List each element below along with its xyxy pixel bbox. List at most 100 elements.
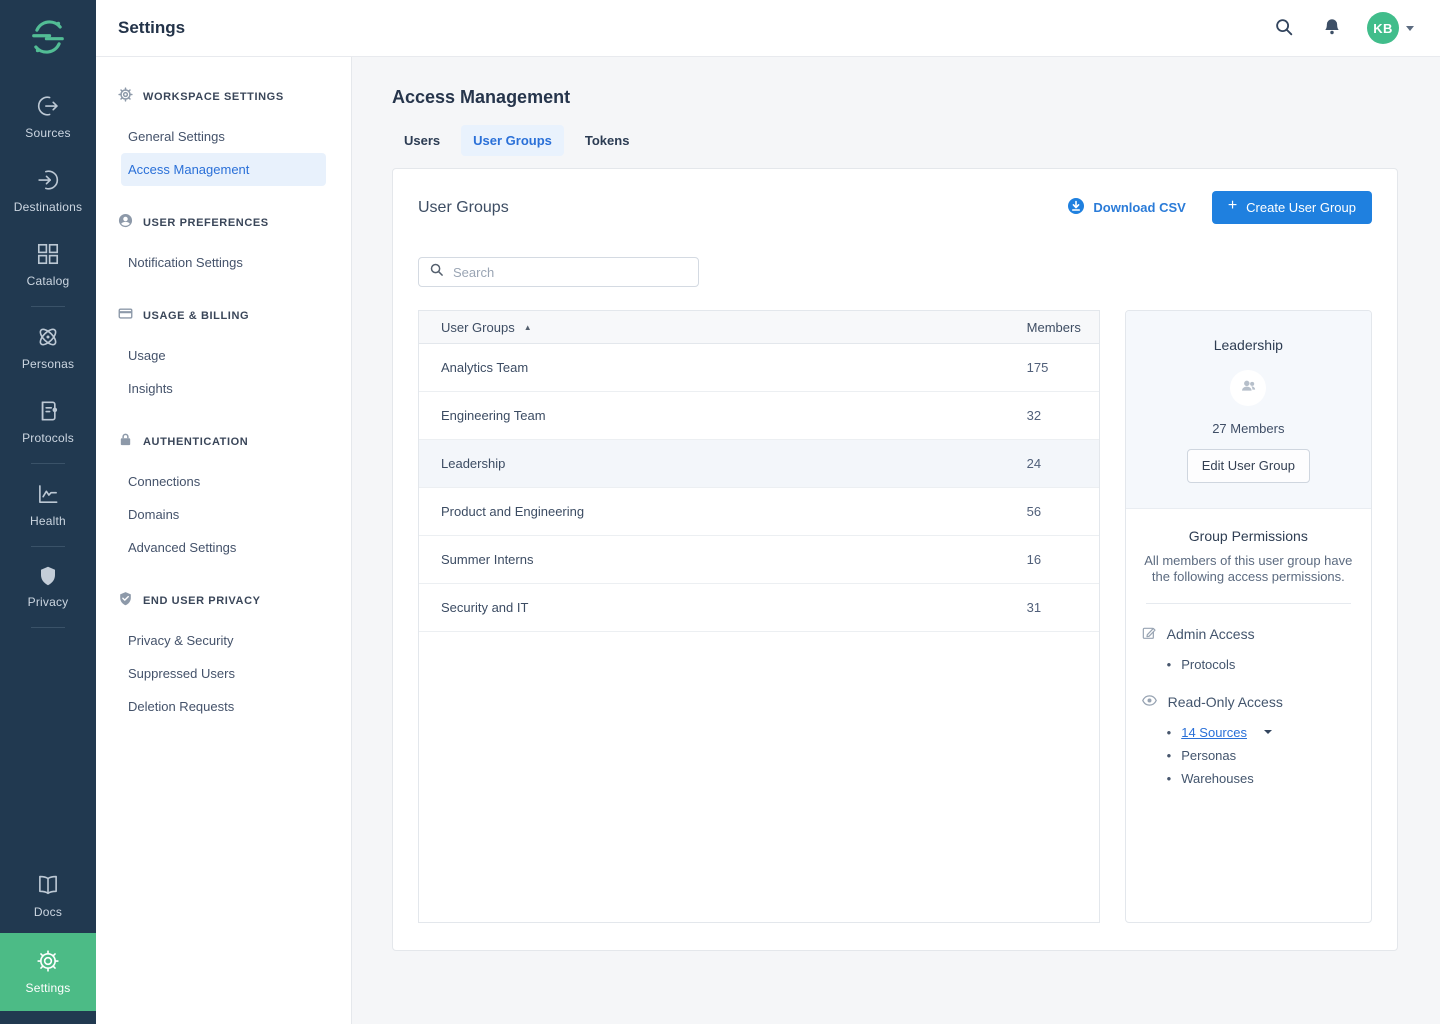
nav-item-sources[interactable]: Sources bbox=[0, 80, 96, 154]
sidebar-item-advanced-settings[interactable]: Advanced Settings bbox=[121, 531, 326, 564]
download-icon bbox=[1067, 197, 1085, 218]
permissions-title: Group Permissions bbox=[1141, 528, 1356, 544]
section-header: USAGE & BILLING bbox=[96, 306, 351, 326]
sidebar-item-privacy-security[interactable]: Privacy & Security bbox=[121, 624, 326, 657]
group-name-cell: Product and Engineering bbox=[419, 504, 1027, 519]
top-bar: Settings bbox=[96, 0, 1440, 57]
nav-item-protocols[interactable]: Protocols bbox=[0, 385, 96, 459]
content-row: WORKSPACE SETTINGS General Settings Acce… bbox=[96, 57, 1440, 1024]
bell-icon bbox=[1321, 16, 1343, 41]
app-window: Sources Destinations Catalog bbox=[0, 0, 1440, 1024]
search-input[interactable] bbox=[453, 265, 688, 280]
download-csv-button[interactable]: Download CSV bbox=[1067, 197, 1185, 218]
section-title: AUTHENTICATION bbox=[143, 436, 248, 448]
sidebar-item-domains[interactable]: Domains bbox=[121, 498, 326, 531]
tab-user-groups[interactable]: User Groups bbox=[461, 125, 564, 156]
sidebar-item-connections[interactable]: Connections bbox=[121, 465, 326, 498]
permission-item: •Warehouses bbox=[1167, 767, 1356, 790]
settings-gear-icon bbox=[35, 948, 61, 974]
sidebar-section-user-preferences: USER PREFERENCES Notification Settings bbox=[96, 213, 351, 279]
nav-item-personas[interactable]: Personas bbox=[0, 311, 96, 385]
sidebar-item-deletion-requests[interactable]: Deletion Requests bbox=[121, 690, 326, 723]
nav-spacer bbox=[0, 632, 96, 859]
nav-item-label: Settings bbox=[26, 981, 71, 995]
group-permissions: Group Permissions All members of this us… bbox=[1126, 509, 1371, 825]
group-name-cell: Summer Interns bbox=[419, 552, 1027, 567]
search-icon bbox=[1273, 16, 1295, 41]
table-row[interactable]: Summer Interns 16 bbox=[419, 536, 1099, 584]
group-name-cell: Engineering Team bbox=[419, 408, 1027, 423]
sort-ascending-icon: ▲ bbox=[524, 323, 532, 332]
sources-count-link[interactable]: 14 Sources bbox=[1181, 725, 1247, 740]
eye-icon bbox=[1141, 692, 1158, 712]
lock-icon bbox=[118, 432, 133, 452]
nav-item-docs[interactable]: Docs bbox=[0, 859, 96, 933]
main-content: Access Management Users User Groups Toke… bbox=[352, 57, 1440, 1024]
edit-user-group-button[interactable]: Edit User Group bbox=[1187, 449, 1310, 483]
tab-users[interactable]: Users bbox=[392, 125, 452, 156]
column-header-user-groups[interactable]: User Groups ▲ bbox=[419, 320, 1027, 335]
sidebar-section-workspace-settings: WORKSPACE SETTINGS General Settings Acce… bbox=[96, 87, 351, 186]
members-cell: 175 bbox=[1027, 360, 1099, 375]
search-box bbox=[418, 257, 699, 287]
table-row[interactable]: Security and IT 31 bbox=[419, 584, 1099, 632]
members-cell: 31 bbox=[1027, 600, 1099, 615]
permission-item: •Personas bbox=[1167, 744, 1356, 767]
nav-item-settings[interactable]: Settings bbox=[0, 933, 96, 1011]
notifications-button[interactable] bbox=[1319, 14, 1345, 43]
nav-divider bbox=[31, 306, 65, 307]
table-row[interactable]: Engineering Team 32 bbox=[419, 392, 1099, 440]
nav-item-label: Privacy bbox=[28, 595, 69, 609]
catalog-icon bbox=[35, 241, 61, 267]
readonly-access-group: Read-Only Access • 14 Sources •Pe bbox=[1141, 692, 1356, 790]
segment-logo[interactable] bbox=[0, 0, 96, 80]
sidebar-item-usage[interactable]: Usage bbox=[121, 339, 326, 372]
nav-item-label: Personas bbox=[22, 357, 74, 371]
gear-icon bbox=[118, 87, 133, 107]
permission-label: Personas bbox=[1181, 748, 1236, 763]
nav-item-catalog[interactable]: Catalog bbox=[0, 228, 96, 302]
group-avatar bbox=[1230, 370, 1266, 406]
member-count: 27 Members bbox=[1142, 421, 1355, 436]
divider bbox=[1146, 603, 1351, 604]
sidebar-item-access-management[interactable]: Access Management bbox=[121, 153, 326, 186]
avatar[interactable]: KB bbox=[1367, 12, 1399, 44]
group-detail-panel: Leadership bbox=[1125, 310, 1372, 923]
tab-tokens[interactable]: Tokens bbox=[573, 125, 642, 156]
bullet: • bbox=[1167, 771, 1172, 786]
nav-item-label: Sources bbox=[25, 126, 70, 140]
column-header-members[interactable]: Members bbox=[1027, 320, 1099, 335]
search-button[interactable] bbox=[1271, 14, 1297, 43]
sidebar-item-general-settings[interactable]: General Settings bbox=[121, 120, 326, 153]
table-row-selected[interactable]: Leadership 24 bbox=[419, 440, 1099, 488]
permission-item: •Protocols bbox=[1167, 653, 1356, 676]
chevron-down-icon bbox=[1406, 26, 1414, 31]
table-row[interactable]: Product and Engineering 56 bbox=[419, 488, 1099, 536]
sidebar-section-authentication: AUTHENTICATION Connections Domains Advan… bbox=[96, 432, 351, 564]
create-user-group-button[interactable]: + Create User Group bbox=[1212, 191, 1372, 224]
nav-item-privacy[interactable]: Privacy bbox=[0, 551, 96, 623]
sidebar-section-usage-billing: USAGE & BILLING Usage Insights bbox=[96, 306, 351, 405]
chevron-down-icon[interactable] bbox=[1264, 730, 1272, 734]
group-summary: Leadership bbox=[1126, 311, 1371, 509]
admin-access-group: Admin Access •Protocols bbox=[1141, 625, 1356, 676]
section-title: USER PREFERENCES bbox=[143, 217, 269, 229]
card-body: User Groups ▲ Members Analytics Team 175 bbox=[418, 310, 1372, 921]
personas-icon bbox=[35, 324, 61, 350]
sidebar-item-suppressed-users[interactable]: Suppressed Users bbox=[121, 657, 326, 690]
nav-item-label: Protocols bbox=[22, 431, 74, 445]
group-name-cell: Leadership bbox=[419, 456, 1027, 471]
section-header: WORKSPACE SETTINGS bbox=[96, 87, 351, 107]
sidebar-section-end-user-privacy: END USER PRIVACY Privacy & Security Supp… bbox=[96, 591, 351, 723]
section-header: USER PREFERENCES bbox=[96, 213, 351, 233]
table-row[interactable]: Analytics Team 175 bbox=[419, 344, 1099, 392]
sidebar-item-notification-settings[interactable]: Notification Settings bbox=[121, 246, 326, 279]
nav-item-label: Health bbox=[30, 514, 66, 528]
members-cell: 24 bbox=[1027, 456, 1099, 471]
sidebar-item-insights[interactable]: Insights bbox=[121, 372, 326, 405]
nav-item-health[interactable]: Health bbox=[0, 468, 96, 542]
nav-item-destinations[interactable]: Destinations bbox=[0, 154, 96, 228]
table-header-row[interactable]: User Groups ▲ Members bbox=[419, 311, 1099, 344]
user-menu[interactable]: KB bbox=[1367, 12, 1414, 44]
section-title: USAGE & BILLING bbox=[143, 310, 249, 322]
